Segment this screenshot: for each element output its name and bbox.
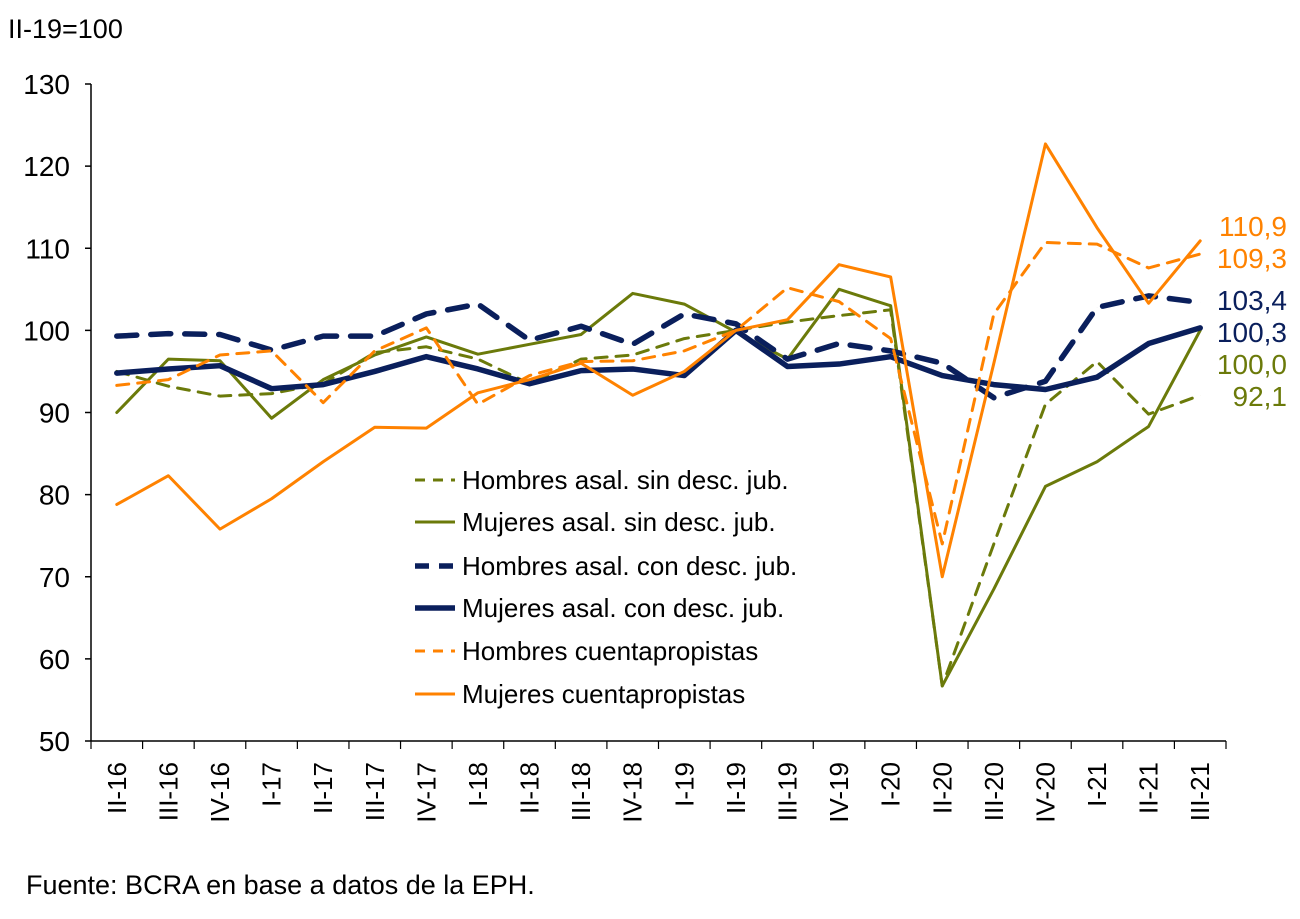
legend-label: Hombres asal. con desc. jub. <box>462 551 797 581</box>
x-tick-label: I-17 <box>257 762 287 807</box>
x-tick-label: I-21 <box>1082 762 1112 807</box>
y-tick-label: 60 <box>39 644 70 675</box>
x-tick-label: IV-19 <box>824 762 854 823</box>
series-line-0 <box>115 308 1202 688</box>
x-tick-label: I-19 <box>669 762 699 807</box>
x-tick-label: II-18 <box>515 762 545 814</box>
x-tick-label: IV-18 <box>618 762 648 823</box>
x-tick-label: III-21 <box>1185 762 1215 821</box>
legend-item: Mujeres cuentapropistas <box>415 679 745 709</box>
y-tick-label: 70 <box>39 562 70 593</box>
y-tick-label: 120 <box>23 151 70 182</box>
x-tick-label: III-16 <box>153 762 183 821</box>
y-tick-label: 110 <box>25 233 70 264</box>
legend-label: Mujeres cuentapropistas <box>462 679 745 709</box>
y-tick-label: 130 <box>23 69 70 100</box>
x-tick-label: IV-16 <box>205 762 235 823</box>
end-value-label: 109,3 <box>1217 243 1287 274</box>
x-tick-label: II-21 <box>1134 762 1164 814</box>
legend-item: Mujeres asal. sin desc. jub. <box>415 507 776 537</box>
series-line-3 <box>114 325 1203 393</box>
legend-item: Hombres asal. sin desc. jub. <box>415 465 789 495</box>
source-note: Fuente: BCRA en base a datos de la EPH. <box>26 870 535 900</box>
y-tick-label: 50 <box>39 726 70 757</box>
x-tick-label: II-20 <box>927 762 957 814</box>
y-tick-label: 80 <box>39 480 70 511</box>
x-tick-label: II-17 <box>308 762 338 814</box>
series-line-1 <box>115 287 1202 688</box>
legend-item: Mujeres asal. con desc. jub. <box>415 593 784 623</box>
legend-item: Hombres asal. con desc. jub. <box>415 551 797 581</box>
end-value-label: 92,1 <box>1233 381 1288 412</box>
x-tick-label: III-17 <box>360 762 390 821</box>
x-tick-label: II-16 <box>102 762 132 814</box>
legend-label: Hombres asal. sin desc. jub. <box>462 465 789 495</box>
x-tick-label: II-19 <box>721 762 751 814</box>
x-tick-label: I-18 <box>463 762 493 807</box>
legend-label: Mujeres asal. sin desc. jub. <box>462 507 776 537</box>
x-tick-label: III-20 <box>979 762 1009 821</box>
x-tick-label: III-19 <box>772 762 802 821</box>
end-value-label: 100,0 <box>1217 349 1287 380</box>
unit-label: II-19=100 <box>8 14 123 44</box>
legend-item: Hombres cuentapropistas <box>415 636 758 666</box>
end-value-label: 100,3 <box>1217 317 1287 348</box>
series-line-5 <box>115 142 1202 579</box>
end-value-label: 110,9 <box>1219 211 1287 242</box>
y-tick-label: 90 <box>39 398 70 429</box>
series-line-4 <box>115 241 1202 546</box>
x-tick-label: I-20 <box>876 762 906 807</box>
y-tick-label: 100 <box>23 315 70 346</box>
x-tick-label: IV-17 <box>411 762 441 823</box>
x-tick-label: III-18 <box>566 762 596 821</box>
end-value-label: 103,4 <box>1217 285 1287 316</box>
legend-label: Mujeres asal. con desc. jub. <box>462 593 784 623</box>
x-tick-label: IV-20 <box>1030 762 1060 823</box>
legend-label: Hombres cuentapropistas <box>462 636 758 666</box>
